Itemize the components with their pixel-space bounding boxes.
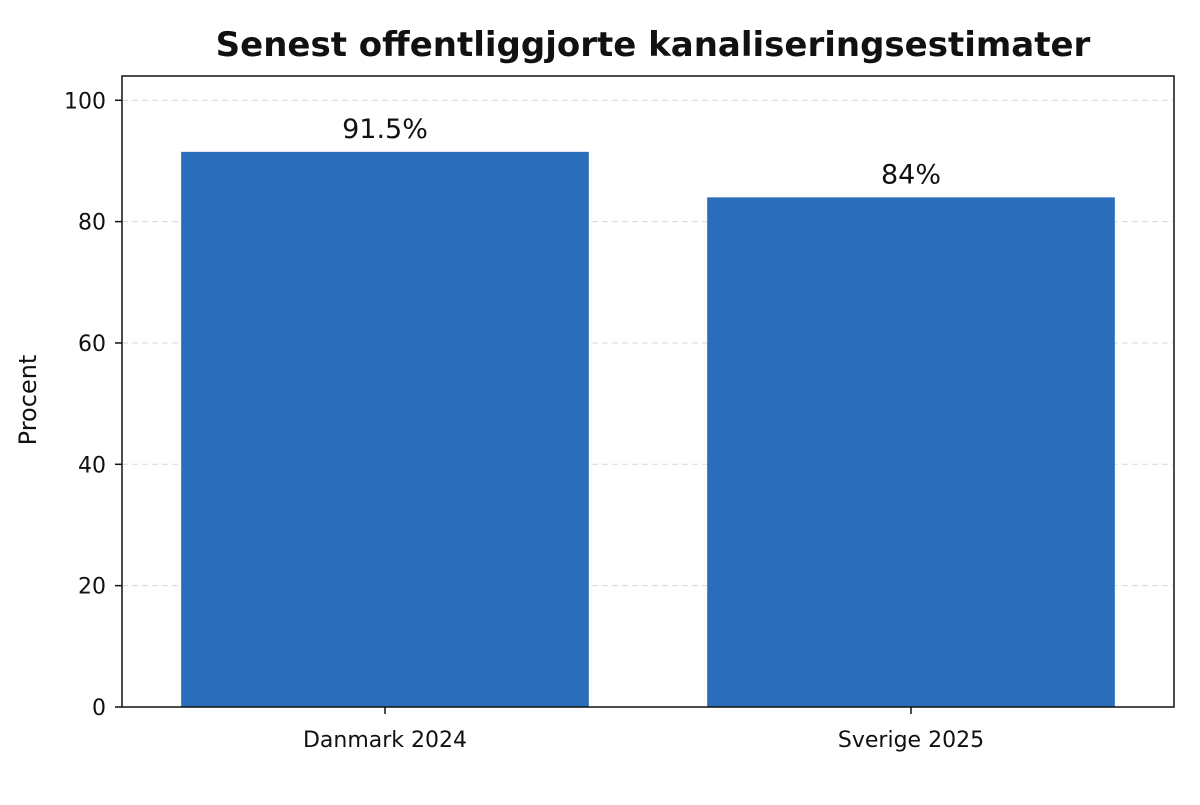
y-axis-ticks: 0 20 40 60 80 100 <box>64 89 122 721</box>
bar <box>707 197 1115 707</box>
bars <box>181 151 1115 708</box>
y-tick-label: 60 <box>78 332 106 357</box>
plot-frame <box>121 75 1175 708</box>
x-tick-label: Danmark 2024 <box>303 728 467 753</box>
bar-data-label: 84% <box>881 159 941 190</box>
chart-title: Senest offentliggjorte kanaliseringsesti… <box>216 25 1091 65</box>
y-tick-label: 20 <box>78 575 106 600</box>
bar-data-label: 91.5% <box>342 114 428 145</box>
x-tick-label: Sverige 2025 <box>838 728 984 753</box>
y-tick-label: 0 <box>92 696 106 721</box>
x-axis-ticks: Danmark 2024 Sverige 2025 <box>303 707 984 753</box>
y-tick-label: 40 <box>78 453 106 478</box>
data-labels: 91.5% 84% <box>342 114 941 191</box>
y-axis-label: Procent <box>14 355 42 446</box>
y-tick-label: 80 <box>78 211 106 236</box>
y-tick-label: 100 <box>64 89 106 114</box>
bar <box>181 151 589 708</box>
